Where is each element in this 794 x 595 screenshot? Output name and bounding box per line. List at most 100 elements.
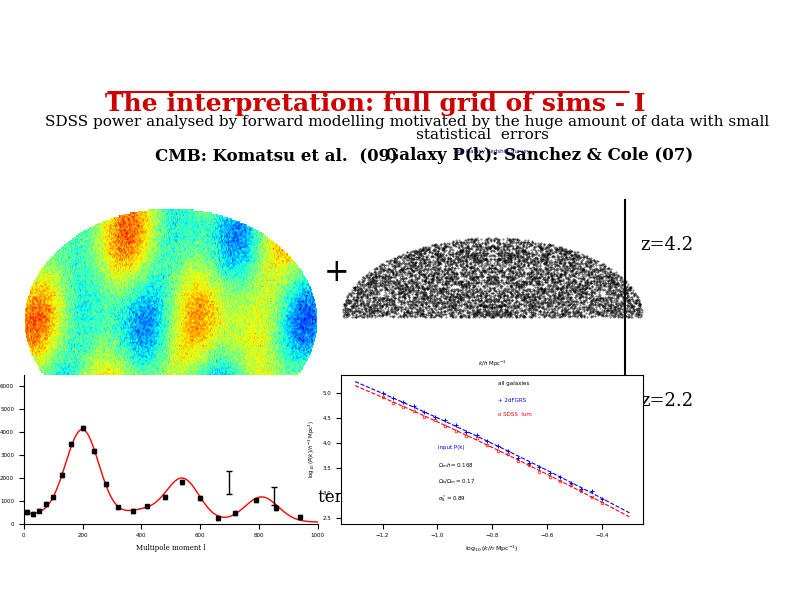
Point — [347, 310, 360, 320]
Point — [566, 281, 579, 291]
Point — [517, 287, 530, 296]
Point — [396, 284, 409, 294]
Point — [399, 268, 411, 277]
Point — [579, 284, 592, 294]
Point — [609, 282, 622, 292]
Point — [501, 308, 514, 317]
Point — [475, 279, 488, 289]
Point — [495, 277, 507, 287]
Point — [544, 287, 557, 296]
Point — [473, 308, 486, 317]
Point — [550, 292, 563, 302]
Point — [422, 273, 434, 283]
Point — [457, 303, 470, 313]
Point — [522, 284, 534, 293]
Point — [367, 303, 380, 313]
Point — [384, 287, 396, 296]
Point — [453, 254, 465, 264]
Point — [568, 308, 580, 318]
Point — [458, 263, 471, 273]
Point — [467, 273, 480, 282]
Point — [626, 308, 639, 317]
Point — [485, 272, 498, 281]
Point — [619, 296, 631, 306]
Point — [396, 291, 409, 300]
Point — [513, 262, 526, 271]
Point — [540, 288, 553, 298]
Point — [553, 290, 565, 299]
Point — [448, 268, 461, 278]
Point — [368, 280, 381, 289]
Point — [405, 269, 418, 278]
Point — [354, 287, 367, 297]
Point — [498, 245, 511, 254]
Point — [366, 293, 379, 302]
Point — [587, 303, 599, 312]
Point — [427, 269, 440, 278]
Point — [541, 242, 553, 252]
Point — [510, 311, 522, 321]
Point — [602, 293, 615, 302]
Point — [480, 255, 493, 264]
Point — [526, 301, 538, 311]
Point — [619, 308, 632, 317]
Point — [483, 263, 495, 273]
Point — [611, 311, 624, 321]
Point — [357, 277, 370, 286]
Point — [598, 267, 611, 276]
Point — [557, 294, 569, 303]
Point — [527, 297, 540, 306]
Point — [518, 292, 530, 301]
Point — [406, 254, 418, 264]
Point — [510, 312, 522, 321]
Point — [509, 300, 522, 310]
Point — [452, 251, 464, 261]
Point — [545, 252, 558, 262]
Point — [542, 300, 554, 309]
Point — [506, 267, 518, 276]
Point — [451, 249, 464, 259]
Point — [611, 298, 624, 308]
Point — [407, 293, 420, 302]
Point — [513, 239, 526, 249]
Point — [353, 284, 365, 293]
Point — [533, 292, 545, 301]
Point — [491, 290, 504, 299]
Point — [491, 236, 504, 246]
Point — [480, 308, 492, 317]
Point — [455, 267, 468, 277]
Point — [526, 311, 539, 320]
Point — [611, 300, 624, 310]
Point — [515, 299, 527, 309]
Point — [468, 253, 480, 262]
Point — [570, 251, 583, 261]
Point — [349, 299, 361, 308]
Point — [593, 273, 606, 282]
Point — [445, 271, 458, 280]
Point — [507, 249, 520, 258]
Point — [469, 287, 482, 296]
Point — [414, 300, 426, 310]
Point — [542, 307, 554, 317]
Point — [473, 305, 486, 314]
Point — [479, 248, 491, 258]
Point — [609, 297, 622, 306]
Point — [382, 263, 395, 273]
Point — [395, 302, 407, 312]
Point — [416, 282, 429, 292]
Point — [553, 245, 565, 255]
Point — [414, 289, 426, 298]
Point — [560, 252, 572, 262]
Point — [603, 301, 615, 311]
Point — [454, 237, 467, 246]
Point — [409, 290, 422, 299]
Point — [491, 255, 503, 265]
Point — [482, 287, 495, 296]
Point — [364, 311, 377, 320]
Point — [401, 252, 414, 262]
Point — [618, 284, 630, 294]
Point — [474, 284, 487, 294]
Point — [418, 265, 431, 274]
Point — [480, 302, 492, 311]
Point — [522, 258, 534, 268]
